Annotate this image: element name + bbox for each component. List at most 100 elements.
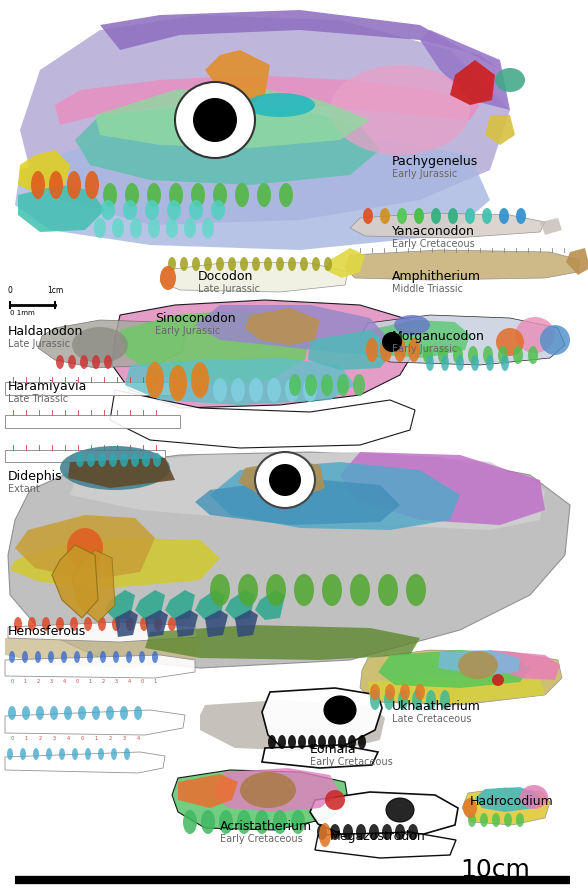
Ellipse shape [56,355,64,369]
Text: 1: 1 [95,736,98,741]
Ellipse shape [398,690,408,710]
Ellipse shape [516,208,526,224]
Ellipse shape [492,813,500,827]
Polygon shape [566,248,588,275]
Polygon shape [205,610,228,637]
Ellipse shape [394,338,406,362]
Ellipse shape [249,378,263,402]
Polygon shape [195,478,400,525]
Ellipse shape [321,374,333,396]
Ellipse shape [356,824,366,840]
Text: 0 1mm: 0 1mm [10,310,35,316]
Text: Late Jurassic: Late Jurassic [198,284,260,294]
Ellipse shape [325,790,345,810]
Polygon shape [52,545,98,618]
Ellipse shape [103,183,117,207]
Text: Amphitherium: Amphitherium [392,270,481,283]
Ellipse shape [395,824,405,840]
Text: Middle Triassic: Middle Triassic [392,284,463,294]
Ellipse shape [312,257,320,271]
Ellipse shape [84,617,92,631]
Text: 2: 2 [38,736,42,741]
Ellipse shape [87,651,93,663]
Ellipse shape [31,171,45,199]
Polygon shape [175,610,198,637]
Ellipse shape [98,748,104,760]
Polygon shape [8,452,570,668]
Ellipse shape [126,617,134,631]
Ellipse shape [216,257,224,271]
Ellipse shape [308,735,316,749]
Polygon shape [110,390,415,448]
Ellipse shape [348,735,356,749]
Text: 2: 2 [36,679,39,684]
Ellipse shape [67,528,103,568]
Polygon shape [5,382,175,395]
Text: Megazostrodon: Megazostrodon [330,830,426,843]
Ellipse shape [324,257,332,271]
Ellipse shape [330,824,340,840]
Ellipse shape [369,824,379,840]
Ellipse shape [22,651,28,663]
Ellipse shape [426,690,436,710]
Text: Acristatherium: Acristatherium [220,820,312,833]
Ellipse shape [338,735,346,749]
Ellipse shape [98,453,106,467]
Ellipse shape [191,183,205,207]
Polygon shape [245,308,320,345]
Ellipse shape [123,200,137,220]
Ellipse shape [213,183,227,207]
Ellipse shape [480,813,488,827]
Ellipse shape [231,378,245,402]
Polygon shape [5,450,165,462]
Ellipse shape [463,798,477,818]
Ellipse shape [279,183,293,207]
Ellipse shape [35,651,41,663]
Polygon shape [5,710,185,735]
Ellipse shape [482,208,492,224]
Ellipse shape [78,706,86,720]
Text: Haramiyavia: Haramiyavia [8,380,88,393]
Ellipse shape [169,183,183,207]
Ellipse shape [100,651,106,663]
Ellipse shape [408,338,420,362]
Text: Early Jurassic: Early Jurassic [392,344,457,354]
Ellipse shape [80,355,88,369]
Polygon shape [100,10,500,70]
Text: Eomaia: Eomaia [310,743,357,756]
Ellipse shape [238,574,258,606]
Ellipse shape [382,332,402,352]
Ellipse shape [235,183,249,207]
Ellipse shape [134,706,142,720]
Text: 4: 4 [136,736,139,741]
Ellipse shape [495,68,525,92]
Ellipse shape [255,452,315,508]
Polygon shape [210,462,460,530]
Text: 0: 0 [8,286,12,295]
Ellipse shape [112,617,120,631]
Ellipse shape [7,748,13,760]
Polygon shape [488,650,560,680]
Ellipse shape [378,574,398,606]
Ellipse shape [319,823,331,847]
Polygon shape [205,50,270,105]
Ellipse shape [120,706,128,720]
Polygon shape [125,358,355,405]
Ellipse shape [441,355,449,371]
Ellipse shape [291,810,305,834]
Ellipse shape [120,453,128,467]
Polygon shape [95,88,370,148]
Polygon shape [195,88,230,118]
Ellipse shape [303,378,317,402]
Polygon shape [55,75,480,125]
Polygon shape [10,538,220,588]
Ellipse shape [202,218,214,238]
Ellipse shape [98,617,106,631]
Ellipse shape [370,684,380,700]
Polygon shape [420,30,510,110]
Polygon shape [8,622,198,642]
Ellipse shape [211,200,225,220]
Ellipse shape [219,810,233,834]
Polygon shape [120,310,310,385]
Ellipse shape [438,346,448,364]
